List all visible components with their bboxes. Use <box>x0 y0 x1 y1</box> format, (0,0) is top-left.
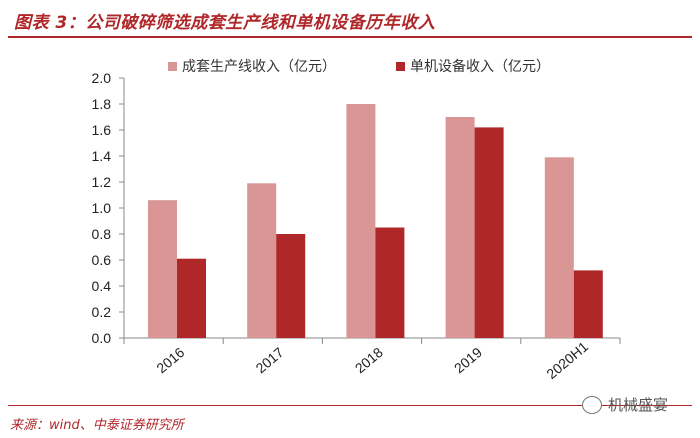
title-divider <box>8 36 692 38</box>
y-tick-label: 1.8 <box>92 96 112 112</box>
title-bar: 图表 3：公司破碎筛选成套生产线和单机设备历年收入 <box>8 6 692 38</box>
y-tick-label: 0.8 <box>92 226 112 242</box>
source-note: 来源：wind、中泰证券研究所 <box>10 418 184 433</box>
watermark-text: 机械盛宴 <box>608 396 669 414</box>
bar-production-line <box>346 104 376 338</box>
y-tick-label: 0.2 <box>92 304 112 320</box>
x-tick-label: 2019 <box>451 344 485 376</box>
watermark: 机械盛宴 <box>582 394 668 415</box>
bar-production-line <box>247 183 277 338</box>
bar-production-line <box>148 200 177 338</box>
bar-single-machine <box>276 234 306 338</box>
y-tick-label: 0.6 <box>92 252 112 268</box>
legend-swatch <box>396 62 405 71</box>
bar-production-line <box>445 117 475 338</box>
chart-title: 图表 3：公司破碎筛选成套生产线和单机设备历年收入 <box>14 13 436 33</box>
bar-single-machine <box>573 270 603 338</box>
y-tick-label: 1.6 <box>92 122 112 138</box>
bar-single-machine <box>375 227 405 338</box>
x-tick-label: 2016 <box>153 344 187 376</box>
legend-label: 单机设备收入（亿元） <box>410 58 550 75</box>
bar-single-machine <box>177 258 206 338</box>
y-tick-label: 0.0 <box>92 330 112 346</box>
bar-single-machine <box>474 127 504 339</box>
x-tick-label: 2018 <box>352 344 386 376</box>
wechat-icon <box>582 395 602 414</box>
y-tick-label: 0.4 <box>92 278 112 294</box>
bar-production-line <box>544 157 574 338</box>
legend-label: 成套生产线收入（亿元） <box>182 59 336 75</box>
y-tick-label: 1.2 <box>92 174 112 190</box>
y-tick-label: 1.4 <box>92 148 112 164</box>
legend-swatch <box>168 62 177 71</box>
x-tick-label: 2020H1 <box>543 338 591 382</box>
x-tick-label: 2017 <box>253 344 287 376</box>
y-tick-label: 2.0 <box>92 70 112 86</box>
y-tick-label: 1.0 <box>92 200 112 216</box>
bar-chart: 0.0 0.2 0.4 0.6 0.8 1.0 1.2 1.4 1.6 1.8 2.0 2016 201… <box>92 58 621 382</box>
footer-divider <box>8 405 692 406</box>
